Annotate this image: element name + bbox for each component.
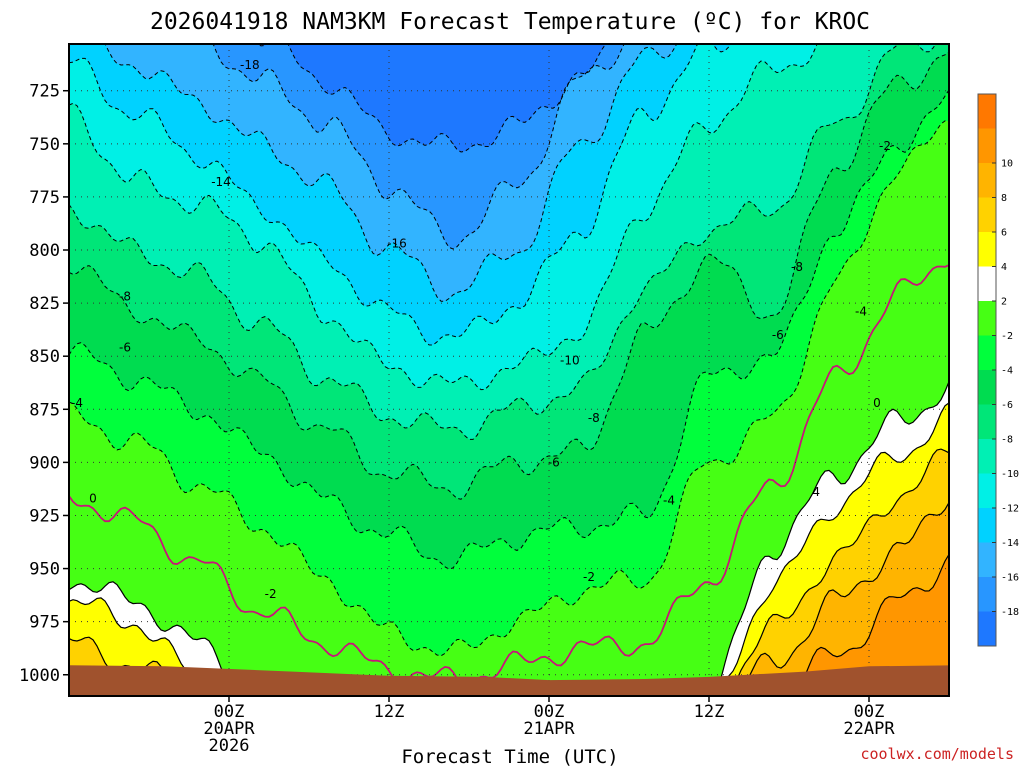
colorbar: -18 -16 -14 -12 -10 -8 -6 -4 -2 2 4 6 8 10: [977, 93, 1019, 647]
contour-label: -8: [588, 411, 600, 425]
y-tick-label: 750: [29, 135, 60, 155]
y-tick-label: 825: [29, 294, 60, 314]
y-tick-label: 950: [29, 560, 60, 580]
colorbar-label: 10: [1001, 159, 1013, 170]
contour-label: -18: [240, 58, 260, 72]
x-tick-label: 21APR: [523, 719, 575, 739]
contour-label: 4: [812, 485, 820, 499]
contour-label: -4: [663, 494, 675, 508]
y-tick-label: 800: [29, 241, 60, 261]
contour-label: 0: [89, 491, 97, 505]
colorbar-swatch: [978, 197, 996, 232]
y-tick-label: 925: [29, 506, 60, 526]
y-tick-label: 725: [29, 82, 60, 102]
contour--14: [80, 44, 678, 302]
x-tick-label: 00Z: [854, 702, 885, 722]
colorbar-swatch: [978, 404, 996, 439]
contour-label: -2: [265, 587, 277, 601]
contour-label: -4: [71, 396, 83, 410]
contour-0: [69, 264, 949, 688]
colorbar-label: 6: [1001, 228, 1007, 239]
contour--10: [69, 44, 818, 391]
contour-label: -8: [791, 260, 803, 274]
colorbar-label: -10: [1001, 469, 1019, 480]
colorbar-label: -12: [1001, 504, 1019, 515]
colorbar-label: -6: [1001, 400, 1013, 411]
y-tick-label: 850: [29, 347, 60, 367]
colorbar-label: -2: [1001, 331, 1013, 342]
contour-label: -2: [879, 139, 891, 153]
contour-label: -4: [855, 305, 867, 319]
colorbar-label: -8: [1001, 435, 1013, 446]
y-tick-label: 775: [29, 188, 60, 208]
colorbar-swatch: [978, 301, 996, 336]
credit-link[interactable]: coolwx.com/models: [860, 745, 1014, 763]
contour-label: -14: [211, 175, 231, 189]
band-above--2: [69, 120, 949, 696]
contour--16: [212, 44, 625, 250]
contour-label: -8: [119, 290, 131, 304]
colorbar-swatch: [978, 473, 996, 508]
contour-label: -2: [583, 570, 595, 584]
contour-label: 0: [873, 396, 881, 410]
y-tick-label: 900: [29, 453, 60, 473]
colorbar-swatch: [978, 370, 996, 405]
plot-frame: [68, 43, 950, 697]
contour-label: -6: [548, 455, 560, 469]
chart-title: 2026041918 NAM3KM Forecast Temperature (…: [150, 9, 870, 35]
y-axis: 725 750 775 800 825 850 875 900 925 950 975 1000: [19, 82, 69, 686]
colorbar-swatch: [978, 508, 996, 543]
temperature-bands: [69, 44, 949, 696]
colorbar-label: 2: [1001, 297, 1007, 308]
x-tick-label: 20APR: [203, 719, 255, 739]
colorbar-swatch: [978, 577, 996, 612]
colorbar-label: -4: [1001, 366, 1013, 377]
colorbar-swatch: [978, 163, 996, 198]
colorbar-swatch: [978, 94, 996, 129]
contour-2: [69, 381, 949, 696]
contour--4: [69, 89, 949, 570]
grid-lines: [69, 44, 949, 696]
colorbar-label: -16: [1001, 573, 1019, 584]
contour-label: -10: [560, 353, 580, 367]
colorbar-label: 8: [1001, 193, 1007, 204]
contour--6: [69, 51, 949, 500]
contour-label: -16: [387, 237, 407, 251]
colorbar-label: 4: [1001, 262, 1007, 273]
colorbar-swatch: [978, 266, 996, 301]
colorbar-label: -14: [1001, 538, 1019, 549]
contour-6: [69, 448, 949, 696]
x-tick-label: 00Z: [214, 702, 245, 722]
colorbar-swatch: [978, 439, 996, 474]
x-tick-label: 22APR: [843, 719, 895, 739]
y-tick-label: 875: [29, 400, 60, 420]
x-axis-label: Forecast Time (UTC): [401, 746, 618, 768]
colorbar-swatch: [978, 611, 996, 646]
contour--8: [69, 44, 937, 440]
contour--12: [69, 44, 732, 346]
x-tick-label: 00Z: [534, 702, 565, 722]
contour-labels: -18 -16 -14 -10 -8 -8 -8 -6 -6 -6 -4 -4 -4 -2 -2 -2 0 0 4: [71, 58, 891, 601]
colorbar-swatch: [978, 128, 996, 163]
x-tick-label: 12Z: [374, 702, 405, 722]
y-tick-label: 1000: [19, 666, 60, 686]
colorbar-label: -18: [1001, 607, 1019, 618]
ground-surface: [69, 665, 949, 696]
contour-label: -6: [119, 341, 131, 355]
y-tick-label: 975: [29, 613, 60, 633]
contour-label: -6: [772, 328, 784, 342]
colorbar-swatch: [978, 335, 996, 370]
x-tick-label: 2026: [209, 736, 250, 756]
plot-area: -18 -16 -14 -10 -8 -8 -8 -6 -6 -6 -4 -4 -4 -2 -2 -2 0 0 4: [69, 44, 949, 696]
x-tick-label: 12Z: [694, 702, 725, 722]
contour--2: [69, 120, 949, 657]
colorbar-swatch: [978, 542, 996, 577]
colorbar-swatch: [978, 232, 996, 267]
